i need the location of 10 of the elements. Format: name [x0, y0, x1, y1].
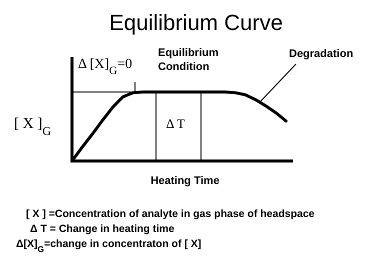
text: [ X ] =Concentration of analyte in gas phase of headspace [26, 208, 315, 220]
text: Equilibrium Condition [158, 47, 219, 73]
y-axis-title: [ X ]$_{G}$ [14, 116, 52, 138]
chart-title: Equilibrium Curve [109, 10, 283, 35]
text: Δ [X]$_{G}$=0 [78, 57, 132, 77]
annotation: Δ T [166, 116, 185, 131]
text: Degradation [289, 48, 354, 60]
text: Δ[X]$_{G}$=change in concentraton of [ X] [16, 238, 202, 254]
text: Δ T = Change in heating time [30, 223, 175, 235]
x-axis-title: Heating Time [150, 175, 220, 187]
